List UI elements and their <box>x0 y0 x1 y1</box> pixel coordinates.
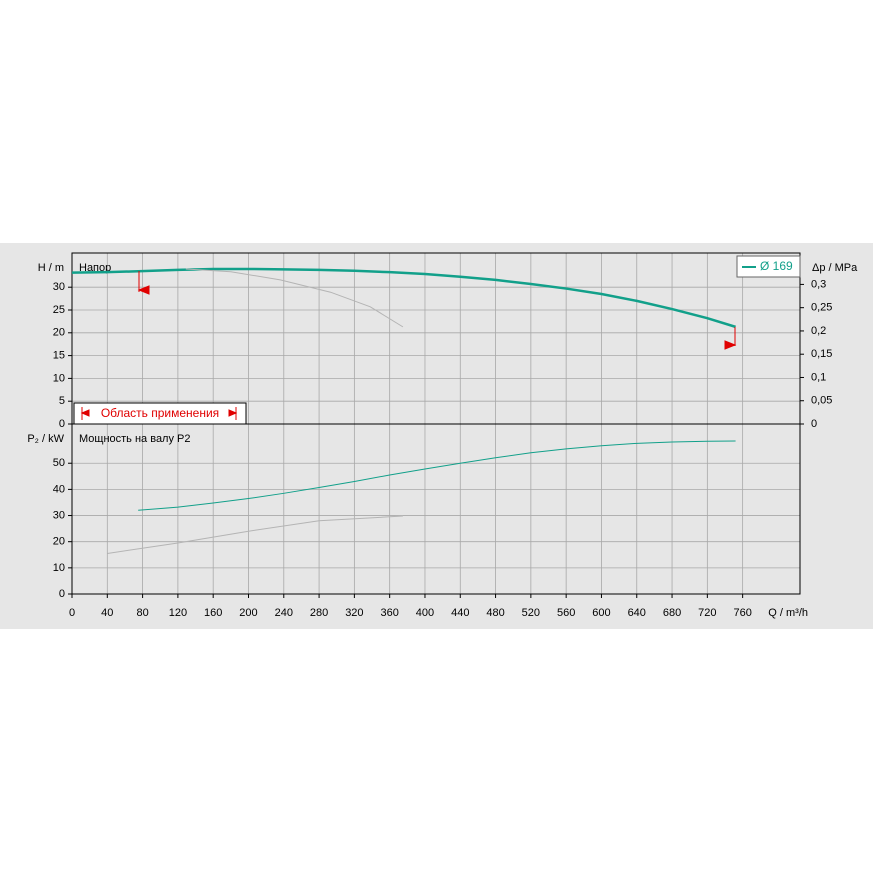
series-line <box>138 440 736 511</box>
x-tick-label: 360 <box>380 607 398 619</box>
plot-area <box>72 253 800 424</box>
y-axis-label: P₂ / kW <box>27 433 64 445</box>
x-tick-label: 200 <box>239 607 257 619</box>
legend-label: Ø 169 <box>760 259 793 273</box>
x-tick-label: 640 <box>628 607 646 619</box>
x-tick-label: 80 <box>136 607 148 619</box>
plot-frame <box>71 423 801 595</box>
x-tick-label: 760 <box>733 607 751 619</box>
x-tick-label: 720 <box>698 607 716 619</box>
y-tick-label: 10 <box>53 372 65 384</box>
y-tick-label: 5 <box>59 395 65 407</box>
y-tick-label: 0 <box>59 418 65 430</box>
x-tick-label: 400 <box>416 607 434 619</box>
x-tick-label: 320 <box>345 607 363 619</box>
y2-tick-label: 0 <box>811 418 817 430</box>
series-line <box>185 268 404 328</box>
x-tick-label: 600 <box>592 607 610 619</box>
y-axis-label: H / m <box>38 262 64 274</box>
y2-tick-label: 0,3 <box>811 278 826 290</box>
y-tick-label: 30 <box>53 509 65 521</box>
y2-tick-label: 0,05 <box>811 395 832 407</box>
y-tick-label: 10 <box>53 562 65 574</box>
x-tick-label: 440 <box>451 607 469 619</box>
x-tick-label: 0 <box>69 607 75 619</box>
x-tick-label: 240 <box>275 607 293 619</box>
annotation: Напор <box>79 262 111 274</box>
x-tick-label: 560 <box>557 607 575 619</box>
y-tick-label: 50 <box>53 457 65 469</box>
annotation: Мощность на валу P2 <box>79 433 191 445</box>
y-tick-label: 30 <box>53 281 65 293</box>
y-tick-label: 15 <box>53 350 65 362</box>
legend-box <box>736 255 801 278</box>
plot-area <box>72 424 800 594</box>
y2-axis-label: Δp / MPa <box>812 262 858 274</box>
y-tick-label: 25 <box>53 304 65 316</box>
x-tick-label: 40 <box>101 607 113 619</box>
series-line <box>71 267 736 329</box>
range-limit-left <box>137 271 150 295</box>
y2-tick-label: 0,1 <box>811 371 826 383</box>
x-tick-label: 480 <box>486 607 504 619</box>
y-tick-label: 40 <box>53 483 65 495</box>
range-label: Область применения <box>101 406 219 420</box>
y2-tick-label: 0,2 <box>811 325 826 337</box>
x-tick-label: 160 <box>204 607 222 619</box>
y-tick-label: 20 <box>53 536 65 548</box>
x-tick-label: 680 <box>663 607 681 619</box>
y-tick-label: 20 <box>53 327 65 339</box>
x-tick-label: 280 <box>310 607 328 619</box>
y-tick-label: 0 <box>59 588 65 600</box>
y2-tick-label: 0,15 <box>811 348 832 360</box>
y2-tick-label: 0,25 <box>811 302 832 314</box>
x-axis-label: Q / m³/h <box>768 607 808 619</box>
x-tick-label: 520 <box>522 607 540 619</box>
range-marker <box>80 407 238 420</box>
range-limit-right <box>724 327 737 350</box>
x-tick-label: 120 <box>169 607 187 619</box>
series-line <box>107 515 403 554</box>
